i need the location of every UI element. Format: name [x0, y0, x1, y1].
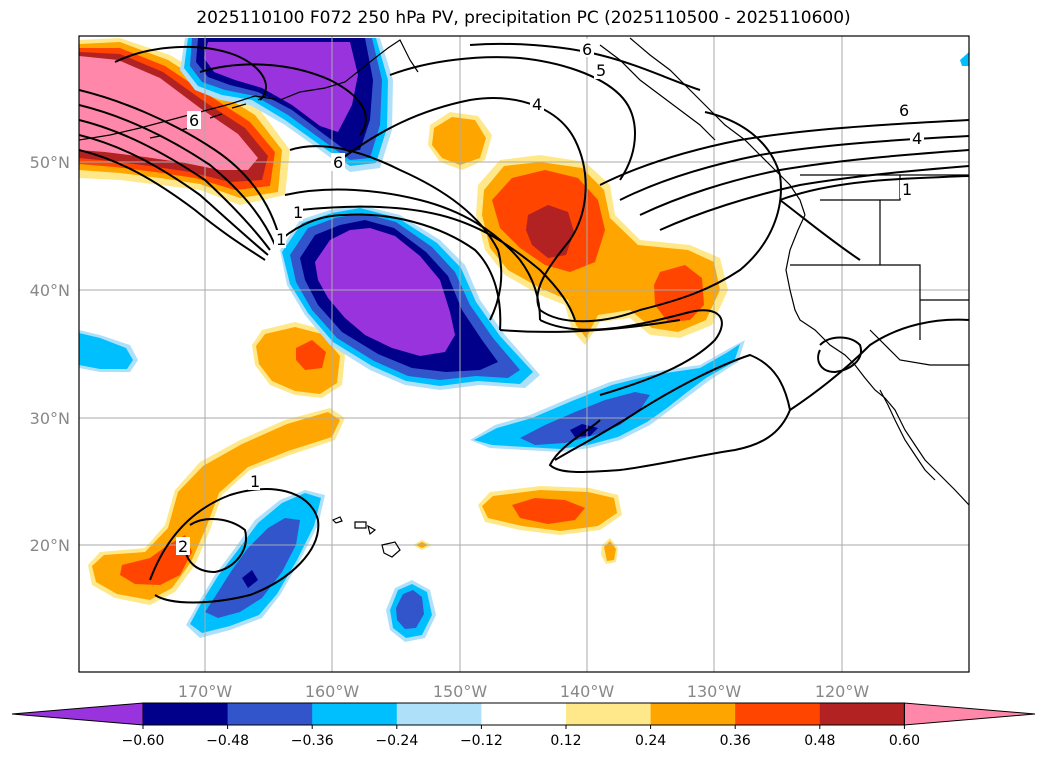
colorbar-tick-label: 0.60 — [889, 733, 920, 749]
contour-label: 6 — [899, 101, 909, 120]
us-west-coast — [785, 214, 969, 506]
plot-area: 6 5 4 6 4 1 6 6 1 1 1 2 — [79, 36, 969, 672]
colorbar-tick-label: −0.24 — [375, 733, 418, 749]
latitude-tick-label: 20°N — [30, 536, 70, 555]
colorbar-tick-label: 0.48 — [804, 733, 835, 749]
colorbar-tick-label: −0.36 — [291, 733, 334, 749]
longitude-axis: 170°W 160°W 150°W 140°W 130°W 120°W — [178, 682, 870, 701]
contour-east-jet — [599, 119, 969, 186]
positive-anomalies — [79, 38, 728, 605]
contour-label: 1 — [250, 472, 260, 491]
hawaiian-islands — [331, 516, 401, 558]
aleutian-islands — [149, 95, 267, 139]
colorbar-bin — [735, 703, 821, 725]
colorbar-bin — [312, 703, 398, 725]
bc-coast — [629, 37, 806, 216]
latitude-axis: 50°N 40°N 30°N 20°N — [30, 153, 70, 555]
contour-label: 6 — [582, 40, 592, 59]
contour-label: 2 — [178, 537, 188, 556]
alaska-coast — [79, 39, 419, 141]
colorbar-tick-label: 0.12 — [550, 733, 581, 749]
contour-subtropical — [548, 353, 792, 474]
colorbar-tick-label: −0.60 — [122, 733, 165, 749]
contour-label-group: 6 5 4 6 4 1 6 6 1 1 1 2 — [176, 39, 924, 556]
contour-label: 1 — [276, 230, 286, 249]
contour-label: 1 — [293, 203, 303, 222]
baja-coast — [879, 389, 936, 481]
graticule — [79, 36, 969, 672]
contour-california-eddy — [817, 336, 862, 374]
colorbar-bin — [481, 703, 567, 725]
contour-label: 1 — [902, 180, 912, 199]
colorbar: −0.60 −0.48 −0.36 −0.24 −0.12 0.12 0.24 0.36 0.4… — [11, 702, 1036, 749]
longitude-tick-label: 150°W — [433, 682, 488, 701]
colorbar-bin — [227, 703, 313, 725]
ne-pacific-anomaly-darkred — [526, 205, 574, 258]
state-borders — [790, 175, 969, 366]
map-frame — [78, 35, 970, 673]
longitude-tick-label: 170°W — [178, 682, 233, 701]
colorbar-bin — [396, 703, 482, 725]
contour-label: 6 — [333, 153, 343, 172]
colorbar-tick-label: 0.36 — [720, 733, 751, 749]
map-title: 2025110100 F072 250 hPa PV, precipitatio… — [196, 8, 851, 28]
longitude-tick-label: 130°W — [687, 682, 742, 701]
colorbar-extend-low — [11, 702, 144, 726]
contour-southern-low — [149, 488, 320, 604]
colorbar-tick-label: 0.24 — [635, 733, 666, 749]
northeast-corner-anomaly — [960, 52, 969, 66]
colorbar-tick-label: −0.12 — [460, 733, 503, 749]
latitude-tick-label: 30°N — [30, 409, 70, 428]
contour-label: 4 — [912, 129, 922, 148]
contour-central-trough — [339, 97, 782, 323]
negative-anomalies — [79, 38, 969, 642]
longitude-tick-label: 140°W — [560, 682, 615, 701]
colorbar-frame — [142, 702, 905, 726]
colorbar-tick-label: −0.48 — [206, 733, 249, 749]
contour-trough-west — [274, 213, 502, 331]
latitude-tick-label: 50°N — [30, 153, 70, 172]
colorbar-bin — [143, 703, 229, 725]
colorbar-bin — [650, 703, 736, 725]
contour-northwest-ridge — [114, 45, 267, 101]
nw-jet-anomaly-pink — [79, 56, 258, 170]
contour-label: 4 — [532, 95, 542, 114]
contour-label: 5 — [596, 61, 606, 80]
colorbar-bin — [819, 703, 905, 725]
longitude-tick-label: 120°W — [815, 682, 870, 701]
colorbar-extend-high — [903, 702, 1036, 726]
longitude-tick-label: 160°W — [305, 682, 360, 701]
pv-contours — [79, 42, 969, 604]
contour-label: 6 — [189, 111, 199, 130]
colorbar-bin — [566, 703, 652, 725]
latitude-tick-label: 40°N — [30, 281, 70, 300]
